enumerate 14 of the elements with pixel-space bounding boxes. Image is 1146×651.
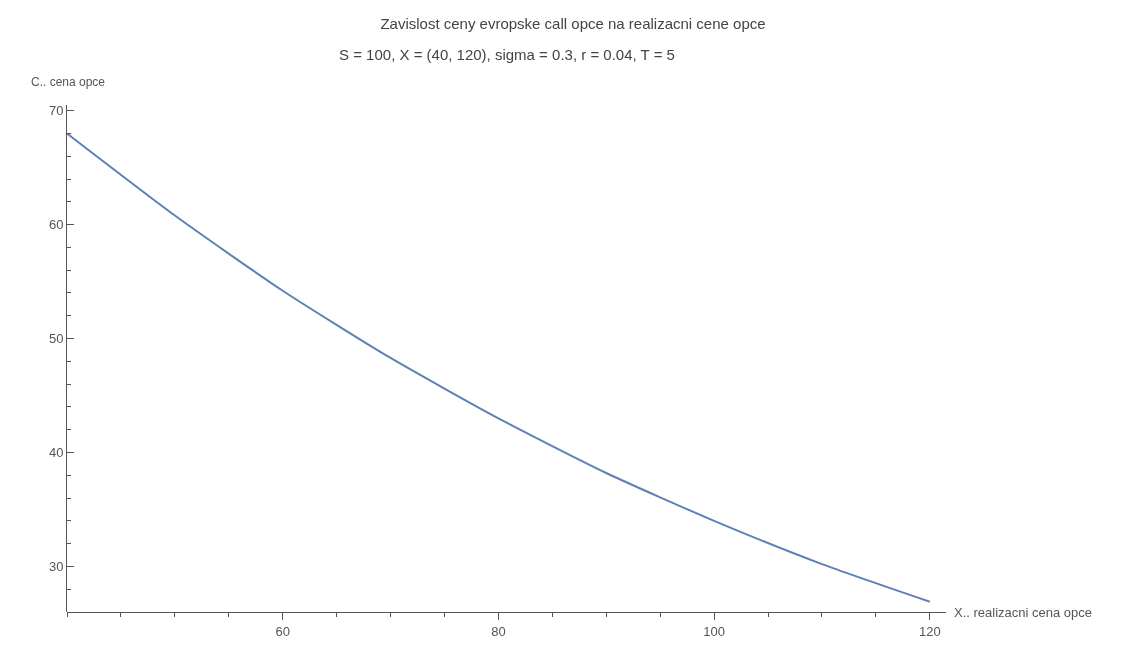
y-tick-label: 40 (48, 445, 64, 461)
chart-title: Zavislost ceny evropske call opce na realizacni cene opce (380, 14, 766, 32)
y-axis-title: C.. cena opce (31, 75, 106, 89)
x-axis-title: X.. realizacni cena opce (954, 605, 1093, 620)
chart-subtitle: S = 100, X = (40, 120), sigma = 0.3, r = 0.04, T = 5 (339, 46, 675, 63)
y-tick-label: 60 (48, 217, 64, 233)
y-tick-label: 50 (48, 331, 64, 347)
x-tick-label: 100 (703, 623, 725, 639)
y-tick-label: 70 (48, 103, 64, 119)
x-tick-label: 60 (275, 623, 290, 639)
y-tick-label: 30 (48, 558, 64, 574)
x-tick-label: 80 (491, 623, 506, 639)
line-series (67, 132, 931, 603)
x-tick-label: 120 (918, 623, 941, 639)
